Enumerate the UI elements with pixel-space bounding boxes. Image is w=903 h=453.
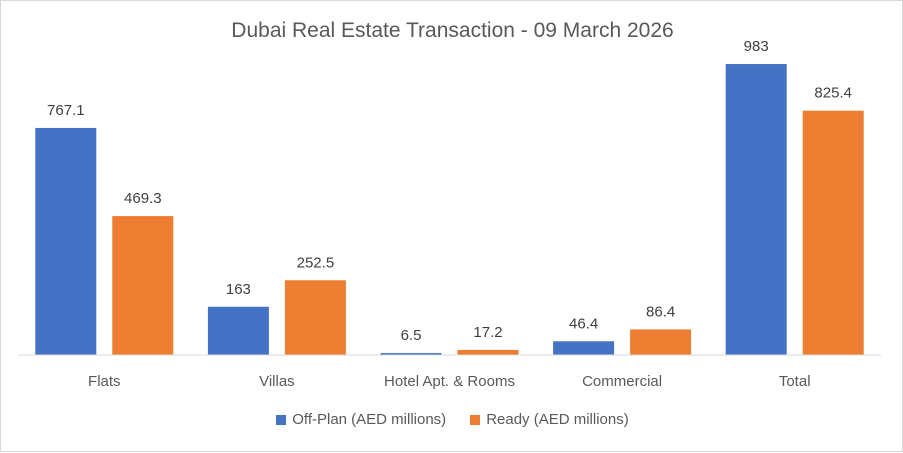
chart-title: Dubai Real Estate Transaction - 09 March… <box>231 19 674 42</box>
bar-hotel-apt-rooms-off-plan <box>380 353 442 355</box>
x-tick-label-total: Total <box>779 373 811 390</box>
legend-swatch-off-plan <box>276 414 287 425</box>
bar-flats-off-plan <box>35 127 97 355</box>
bar-total-ready <box>802 110 864 355</box>
bar-villas-ready <box>284 280 346 355</box>
data-label-commercial-ready: 86.4 <box>646 303 675 320</box>
legend-item-off-plan: Off-Plan (AED millions) <box>276 411 446 428</box>
data-label-total-off-plan: 983 <box>744 38 769 55</box>
bar-total-off-plan <box>725 64 787 356</box>
data-label-villas-ready: 252.5 <box>297 254 335 271</box>
x-tick-label-hotel-apt-rooms: Hotel Apt. & Rooms <box>384 373 515 390</box>
x-tick-label-villas: Villas <box>259 373 295 390</box>
bar-commercial-off-plan <box>553 341 615 355</box>
data-label-commercial-off-plan: 46.4 <box>569 315 598 332</box>
legend: Off-Plan (AED millions) Ready (AED milli… <box>1 411 903 428</box>
legend-item-ready: Ready (AED millions) <box>470 411 629 428</box>
x-tick-label-flats: Flats <box>88 373 121 390</box>
data-label-villas-off-plan: 163 <box>226 281 251 298</box>
x-tick-label-commercial: Commercial <box>582 373 662 390</box>
data-label-flats-off-plan: 767.1 <box>47 102 85 119</box>
data-label-hotel-apt-rooms-off-plan: 6.5 <box>401 327 422 344</box>
data-label-hotel-apt-rooms-ready: 17.2 <box>473 324 502 341</box>
bar-villas-off-plan <box>207 306 269 355</box>
data-label-total-ready: 825.4 <box>814 85 852 102</box>
legend-label-ready: Ready (AED millions) <box>486 411 629 428</box>
bar-flats-ready <box>112 216 174 355</box>
bar-hotel-apt-rooms-ready <box>457 349 519 355</box>
legend-label-off-plan: Off-Plan (AED millions) <box>292 411 447 428</box>
data-label-flats-ready: 469.3 <box>124 190 162 207</box>
bar-commercial-ready <box>630 329 692 355</box>
legend-swatch-ready <box>470 414 481 425</box>
